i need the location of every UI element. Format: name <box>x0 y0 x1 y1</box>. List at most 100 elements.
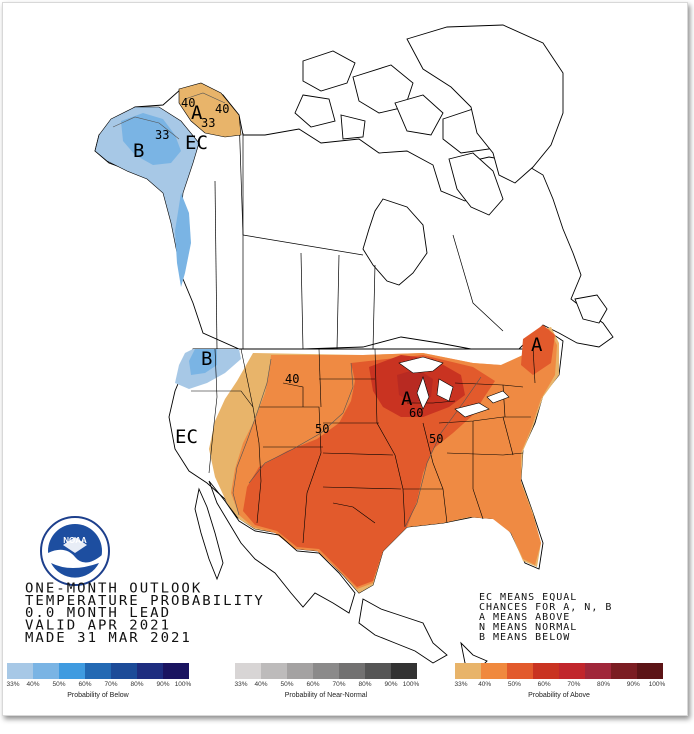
above-swatch <box>637 663 663 679</box>
note-below: B MEANS BELOW <box>479 632 571 643</box>
below-swatches <box>7 663 189 679</box>
info-title: ONE-MONTH OUTLOOK <box>25 581 203 597</box>
normal-swatch <box>391 663 417 679</box>
below-tick-label: 40% <box>26 681 40 688</box>
above-swatch <box>559 663 585 679</box>
label-alaska-above: A <box>191 102 203 124</box>
below-tick-label: 70% <box>104 681 118 688</box>
normal-tick-label: 50% <box>280 681 294 688</box>
note-normal: N MEANS NORMAL <box>479 622 578 633</box>
below-swatch <box>7 663 33 679</box>
legend-notes: EC MEANS EQUAL CHANCES FOR A, N, B A MEA… <box>479 593 612 643</box>
normal-swatch <box>313 663 339 679</box>
outlook-info: ONE-MONTH OUTLOOK TEMPERATURE PROBABILIT… <box>25 581 265 646</box>
normal-swatch <box>287 663 313 679</box>
normal-tick-label: 100% <box>402 681 420 688</box>
below-shading <box>175 349 241 389</box>
below-swatch <box>33 663 59 679</box>
below-caption: Probability of Below <box>67 692 129 699</box>
below-tick-label: 60% <box>78 681 92 688</box>
outlook-map: A B EC B EC A A 40 40 33 33 40 50 50 60 … <box>40 24 614 670</box>
info-made: MADE 31 MAR 2021 <box>25 630 192 646</box>
normal-swatch <box>261 663 287 679</box>
above-tick-label: 40% <box>478 681 492 688</box>
normal-tick-label: 60% <box>306 681 320 688</box>
note-above: A MEANS ABOVE <box>479 612 571 623</box>
contour-labels: 40 40 33 33 40 50 50 60 <box>155 96 443 446</box>
svg-text:NOAA: NOAA <box>63 536 87 545</box>
contour-label-central-50: 50 <box>315 422 329 436</box>
below-swatch <box>163 663 189 679</box>
above-tick-label: 33% <box>454 681 468 688</box>
above-swatch <box>481 663 507 679</box>
above-swatch <box>533 663 559 679</box>
below-swatch <box>111 663 137 679</box>
normal-swatch <box>339 663 365 679</box>
above-swatch <box>585 663 611 679</box>
label-alaska-below: B <box>133 140 144 162</box>
alaska-shading <box>94 82 242 287</box>
normal-tick-label: 40% <box>254 681 268 688</box>
contour-label-ak-33-top: 33 <box>201 116 215 130</box>
land-outline <box>94 24 614 356</box>
normal-tick-label: 70% <box>332 681 346 688</box>
near-normal-scale: 33% 40% 50% 60% 70% 80% 90% 100% Probability of … <box>234 663 420 703</box>
below-swatch <box>137 663 163 679</box>
state-borders <box>191 346 536 544</box>
contour-label-ak-33-mid: 33 <box>155 128 169 142</box>
below-swatch <box>59 663 85 679</box>
above-tick-label: 60% <box>537 681 551 688</box>
label-northwest-below: B <box>201 348 212 370</box>
normal-tick-label: 80% <box>358 681 372 688</box>
below-swatch <box>85 663 111 679</box>
label-west-ec: EC <box>175 426 198 448</box>
above-tick-label: 50% <box>507 681 521 688</box>
label-alaska-ec: EC <box>185 132 208 154</box>
below-tick-label: 100% <box>174 681 192 688</box>
note-chances: CHANCES FOR A, N, B <box>479 602 613 613</box>
great-lakes <box>398 356 510 418</box>
contour-label-ak-40-right: 40 <box>215 102 229 116</box>
contour-label-east-50: 50 <box>429 432 443 446</box>
above-tick-label: 100% <box>648 681 666 688</box>
normal-tick-label: 90% <box>384 681 398 688</box>
map-frame: A B EC B EC A A 40 40 33 33 40 50 50 60 … <box>2 2 688 716</box>
contour-label-plains-40: 40 <box>285 372 299 386</box>
above-swatch <box>507 663 533 679</box>
below-ticks: 33% 40% 50% 60% 70% 80% 90% 100% <box>6 681 192 691</box>
info-subtitle: TEMPERATURE PROBABILITY <box>25 593 265 609</box>
below-tick-label: 33% <box>6 681 20 688</box>
contour-label-ak-40-left: 40 <box>181 96 195 110</box>
above-swatch <box>455 663 481 679</box>
label-northeast-above: A <box>531 334 543 356</box>
above-scale: 33% 40% 50% 60% 70% 80% 90% 100% Probability of … <box>454 663 666 703</box>
above-caption: Probability of Above <box>528 692 590 699</box>
normal-swatch <box>365 663 391 679</box>
contour-lines <box>112 92 482 528</box>
above-shading <box>209 325 559 593</box>
below-scale: 33% 40% 50% 60% 70% 80% 90% 100% Probability of … <box>6 663 192 703</box>
below-tick-label: 80% <box>130 681 144 688</box>
above-tick-label: 70% <box>567 681 581 688</box>
province-borders <box>214 114 504 350</box>
info-valid: VALID APR 2021 <box>25 618 172 634</box>
info-lead: 0.0 MONTH LEAD <box>25 605 172 621</box>
above-tick-label: 90% <box>626 681 640 688</box>
region-labels: A B EC B EC A A <box>133 102 543 448</box>
label-great-lakes-above: A <box>401 388 413 410</box>
normal-tick-label: 33% <box>234 681 248 688</box>
above-swatch <box>611 663 637 679</box>
normal-ticks: 33% 40% 50% 60% 70% 80% 90% 100% <box>234 681 420 691</box>
above-tick-label: 80% <box>597 681 611 688</box>
below-tick-label: 50% <box>52 681 66 688</box>
normal-swatches <box>235 663 417 679</box>
contour-label-lakes-60: 60 <box>409 406 423 420</box>
below-tick-label: 90% <box>156 681 170 688</box>
above-swatches <box>455 663 663 679</box>
note-ec: EC MEANS EQUAL <box>479 592 578 603</box>
mexico-outline <box>194 480 488 670</box>
normal-swatch <box>235 663 261 679</box>
normal-caption: Probability of Near-Normal <box>284 692 368 699</box>
above-ticks: 33% 40% 50% 60% 70% 80% 90% 100% <box>454 681 666 691</box>
noaa-logo: NOAA <box>40 516 110 586</box>
